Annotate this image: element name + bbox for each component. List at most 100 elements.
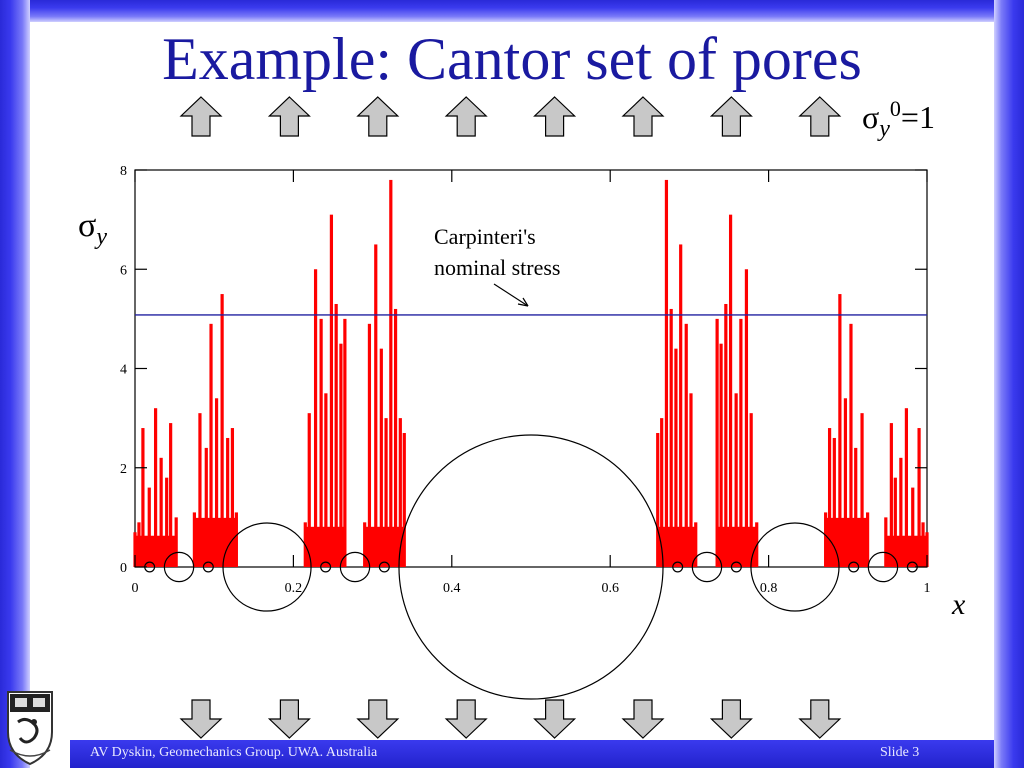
x-tick-label-3: 0.6: [601, 581, 619, 596]
y-tick-label-1: 2: [120, 462, 127, 477]
stress-peak-59: [849, 323, 853, 567]
stress-cluster-fill-3: [364, 526, 405, 567]
stress-peak-29: [374, 244, 378, 567]
tension-arrow-up-6: [709, 96, 753, 137]
annotation-arrow-head: [517, 297, 529, 307]
stress-peak-64: [889, 423, 893, 567]
stress-peak-20: [313, 269, 318, 567]
stress-cluster-fill-6: [825, 517, 868, 567]
stress-peak-2: [141, 428, 145, 567]
stress-peak-58: [843, 398, 848, 567]
applied-stress-label: σy0=1: [862, 96, 935, 142]
tension-arrow-up-3: [444, 96, 488, 137]
pore-circle-1: [222, 522, 312, 612]
stress-peak-31: [384, 418, 388, 567]
tension-arrow-up-4: [533, 96, 577, 137]
stress-peak-21: [319, 318, 323, 567]
stress-peak-15: [226, 437, 230, 567]
stress-peak-55: [827, 428, 832, 567]
tension-arrow-down-0: [179, 699, 223, 739]
top-frame-bar: [0, 0, 1024, 22]
tension-arrow-up-0: [179, 96, 223, 137]
stress-peaks-series: [133, 179, 929, 568]
stress-peak-61: [860, 413, 864, 567]
pore-circle-10: [378, 561, 390, 573]
stress-peak-38: [664, 179, 669, 568]
pore-circle-7: [144, 561, 156, 573]
stress-peak-22: [324, 393, 328, 567]
tension-arrow-up-5: [621, 96, 665, 137]
right-frame-bar: [994, 0, 1024, 768]
footer-author: AV Dyskin, Geomechanics Group. UWA. Aust…: [90, 745, 378, 760]
pore-circle-13: [848, 561, 860, 573]
stress-peak-10: [198, 413, 202, 567]
stress-peak-16: [230, 428, 235, 567]
y-tick-label-4: 8: [120, 164, 127, 179]
stress-peak-4: [153, 408, 158, 567]
stress-peak-60: [854, 447, 858, 567]
applied-stress-sub: y: [877, 116, 890, 142]
stress-peak-6: [165, 477, 169, 567]
stress-cluster-fill-2: [305, 526, 345, 567]
x-tick-label-5: 1: [924, 581, 931, 596]
stress-cluster-fill-5: [717, 526, 757, 567]
footer-slide-number: Slide 3: [880, 745, 920, 760]
footer-bar: [70, 740, 994, 768]
x-tick-label-1: 0.2: [285, 581, 303, 596]
stress-peak-56: [832, 437, 836, 567]
stress-peak-39: [669, 308, 673, 567]
y-tick-label-3: 6: [120, 263, 127, 278]
annotation-line-1: Carpinteri's: [434, 224, 536, 249]
pore-circle-9: [320, 561, 332, 573]
tension-arrow-up-2: [356, 96, 400, 137]
tension-arrows-bottom: [179, 699, 842, 739]
x-axis-label: x: [951, 588, 966, 621]
left-frame-bar: [0, 0, 30, 768]
tension-arrow-down-7: [798, 699, 842, 739]
stress-peak-5: [159, 457, 163, 567]
stress-peak-7: [169, 423, 173, 567]
pore-circle-4: [339, 551, 371, 583]
pore-circle-12: [730, 561, 742, 573]
tension-arrow-down-3: [444, 699, 488, 739]
stress-peak-57: [838, 294, 842, 567]
y-tick-labels: 0 2 4 6 8: [120, 164, 127, 576]
stress-peak-34: [398, 418, 402, 567]
stress-peak-46: [719, 343, 723, 567]
stress-peak-14: [220, 294, 224, 567]
pore-circle-0: [398, 434, 664, 700]
stress-peak-45: [715, 318, 719, 567]
stress-peak-26: [343, 318, 347, 567]
stress-cluster-fill-0: [135, 535, 177, 567]
stress-peak-13: [214, 398, 219, 567]
y-axis-label-symbol: σ: [78, 207, 96, 244]
stress-peak-33: [393, 308, 398, 567]
x-tick-label-4: 0.8: [760, 581, 778, 596]
pore-circle-6: [867, 551, 899, 583]
stress-peak-69: [917, 428, 921, 567]
tension-arrow-up-1: [267, 96, 311, 137]
stress-peak-17: [234, 512, 238, 567]
stress-peak-35: [402, 433, 406, 567]
tension-arrows-top: [179, 96, 842, 137]
tension-arrow-up-7: [798, 96, 842, 137]
stress-peak-24: [334, 303, 338, 567]
stress-peak-51: [744, 269, 749, 567]
stress-cluster-fill-7: [885, 535, 927, 567]
tension-arrow-down-2: [356, 699, 400, 739]
applied-stress-sup: 0: [890, 96, 901, 121]
stress-cluster-fill-4: [657, 526, 696, 567]
slide-title: Example: Cantor set of pores: [162, 26, 862, 92]
stress-peak-47: [724, 303, 728, 567]
pore-circle-5: [691, 551, 723, 583]
pore-circle-3: [163, 551, 195, 583]
stress-peak-12: [209, 323, 213, 567]
tension-arrow-down-5: [621, 699, 665, 739]
stress-peak-65: [893, 477, 897, 567]
stress-peak-43: [689, 393, 693, 567]
pore-circles: [144, 434, 918, 700]
stress-peak-36: [656, 433, 660, 567]
stress-peak-50: [739, 318, 743, 567]
pore-circle-11: [672, 561, 684, 573]
